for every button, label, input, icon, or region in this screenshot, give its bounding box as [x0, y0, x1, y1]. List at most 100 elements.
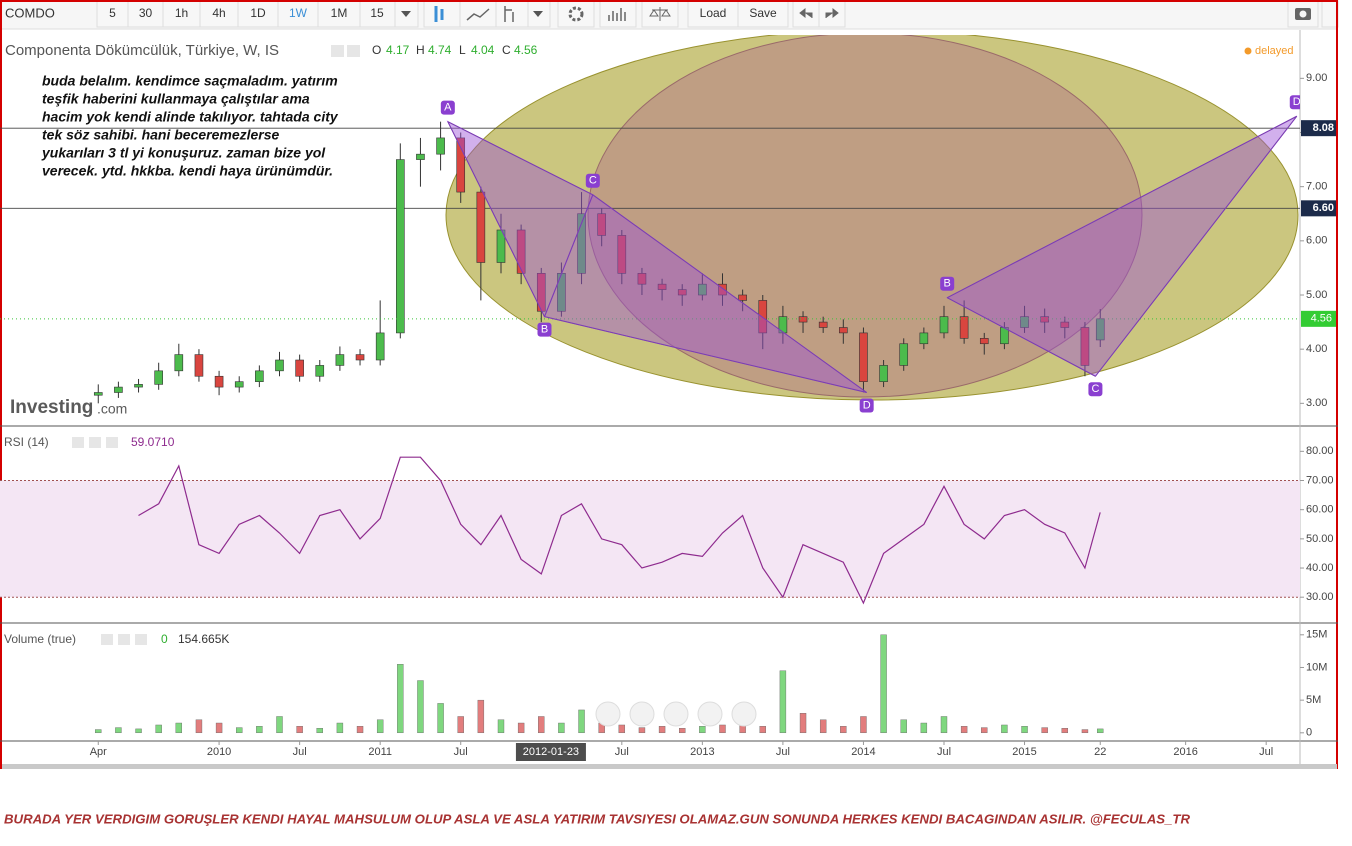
load-label[interactable]: Load	[700, 6, 727, 20]
header-icon[interactable]	[89, 437, 101, 448]
symbol[interactable]: COMDO	[5, 5, 55, 20]
candle-body	[134, 384, 143, 388]
header-icon[interactable]	[347, 45, 360, 57]
header-icon[interactable]	[331, 45, 344, 57]
x-tick-label: 2011	[368, 746, 392, 758]
line-icon	[466, 8, 490, 21]
draw-tool[interactable]	[495, 0, 529, 28]
save-button[interactable]	[737, 0, 789, 28]
interval-button[interactable]	[277, 0, 319, 28]
redo-icon	[825, 7, 839, 19]
save-label[interactable]: Save	[749, 6, 777, 20]
volume-bar	[316, 728, 323, 734]
line-tool[interactable]	[459, 0, 497, 28]
interval-button[interactable]	[317, 0, 361, 28]
candle-body	[839, 327, 848, 334]
pattern-point-badge	[440, 100, 455, 115]
pattern-line	[946, 297, 1096, 377]
indicators[interactable]	[599, 0, 637, 28]
interval-label[interactable]: 1W	[289, 6, 308, 20]
candle-body	[597, 213, 606, 236]
candle-body	[1060, 321, 1070, 328]
header-icon[interactable]	[135, 634, 147, 645]
volume-bar	[759, 726, 766, 734]
volume-bar	[135, 728, 142, 734]
interval-label[interactable]: 4h	[212, 6, 225, 20]
volume-bar	[296, 726, 303, 734]
volume-bar	[819, 719, 827, 734]
crosshair-bg	[515, 743, 586, 761]
candle-body	[1040, 316, 1049, 323]
rsi-pane	[0, 456, 1300, 605]
interval-button[interactable]	[127, 0, 164, 28]
x-tick-label: 2013	[690, 746, 714, 758]
settings[interactable]	[557, 0, 595, 28]
ohlc-key: O	[372, 43, 381, 57]
crosshair-label: 2012-01-23	[523, 746, 579, 758]
candle-body	[859, 332, 868, 382]
zoom-left[interactable]	[595, 701, 621, 727]
fullscreen[interactable]	[1321, 0, 1339, 28]
volume-bar	[376, 719, 384, 734]
pattern-point-label: D	[863, 399, 871, 411]
header-icon[interactable]	[118, 634, 130, 645]
volume-bar	[457, 716, 464, 734]
volume-bar	[477, 699, 485, 734]
undo[interactable]	[792, 0, 820, 28]
interval-label[interactable]: 1D	[250, 6, 266, 20]
rsi-line	[138, 456, 1101, 605]
volume-bar	[679, 728, 686, 734]
interval-label[interactable]: 1h	[175, 6, 188, 20]
header-icon[interactable]	[72, 437, 84, 448]
y-tick-label: 0	[1306, 727, 1312, 739]
x-tick-label: Jul	[615, 746, 629, 758]
volume-bar	[175, 722, 183, 734]
candle-body	[234, 381, 244, 388]
x-tick-label: Apr	[90, 746, 107, 758]
volume-bar	[799, 713, 807, 734]
volume-bar	[356, 726, 364, 734]
x-tick-label: Jul	[937, 746, 951, 758]
candle-body	[476, 191, 486, 263]
interval-button[interactable]	[96, 0, 129, 28]
level-label-bg	[1301, 120, 1336, 137]
pattern-point-label: C	[589, 175, 597, 187]
interval-select-label[interactable]: 15	[370, 6, 384, 20]
pattern-line	[544, 316, 867, 393]
candle-body	[516, 229, 526, 274]
zoom-in[interactable]	[697, 701, 723, 727]
interval-select[interactable]	[359, 0, 396, 28]
zoom-right[interactable]	[731, 701, 757, 727]
candle-body	[577, 213, 586, 274]
volume-header-value: 0	[161, 632, 168, 646]
volume-bar	[658, 726, 666, 734]
interval-label[interactable]: 1M	[331, 6, 348, 20]
header-icon[interactable]	[106, 437, 118, 448]
zoom-reset[interactable]	[663, 701, 689, 727]
redo[interactable]	[818, 0, 846, 28]
gear-icon	[568, 6, 584, 22]
chart-title: Componenta Dökümcülük, Türkiye, W, IS	[5, 42, 279, 59]
candle-body	[778, 316, 788, 334]
last-price-label: 4.56	[1311, 313, 1332, 325]
draw-icon	[504, 6, 514, 22]
interval-label[interactable]: 30	[139, 6, 153, 20]
axes: 3.004.005.006.007.008.009.0030.0040.0050…	[90, 72, 1336, 761]
pattern-point-badge	[859, 398, 874, 413]
interval-label[interactable]: 5	[109, 6, 116, 20]
candle-body	[114, 386, 123, 393]
logo: Investing	[10, 397, 93, 418]
x-tick-label: 2014	[851, 746, 875, 758]
volume-bar	[860, 716, 867, 734]
pattern-point-label: D	[1293, 96, 1301, 108]
y-tick-label: 40.00	[1306, 562, 1334, 574]
ellipse-drawing	[587, 35, 1143, 398]
ohlc-key: C	[502, 43, 511, 57]
header-icon[interactable]	[101, 634, 113, 645]
volume-bar	[699, 726, 706, 734]
zoom-out[interactable]	[629, 701, 655, 727]
x-tick-label: Jul	[1259, 746, 1273, 758]
candle-body	[93, 392, 103, 396]
